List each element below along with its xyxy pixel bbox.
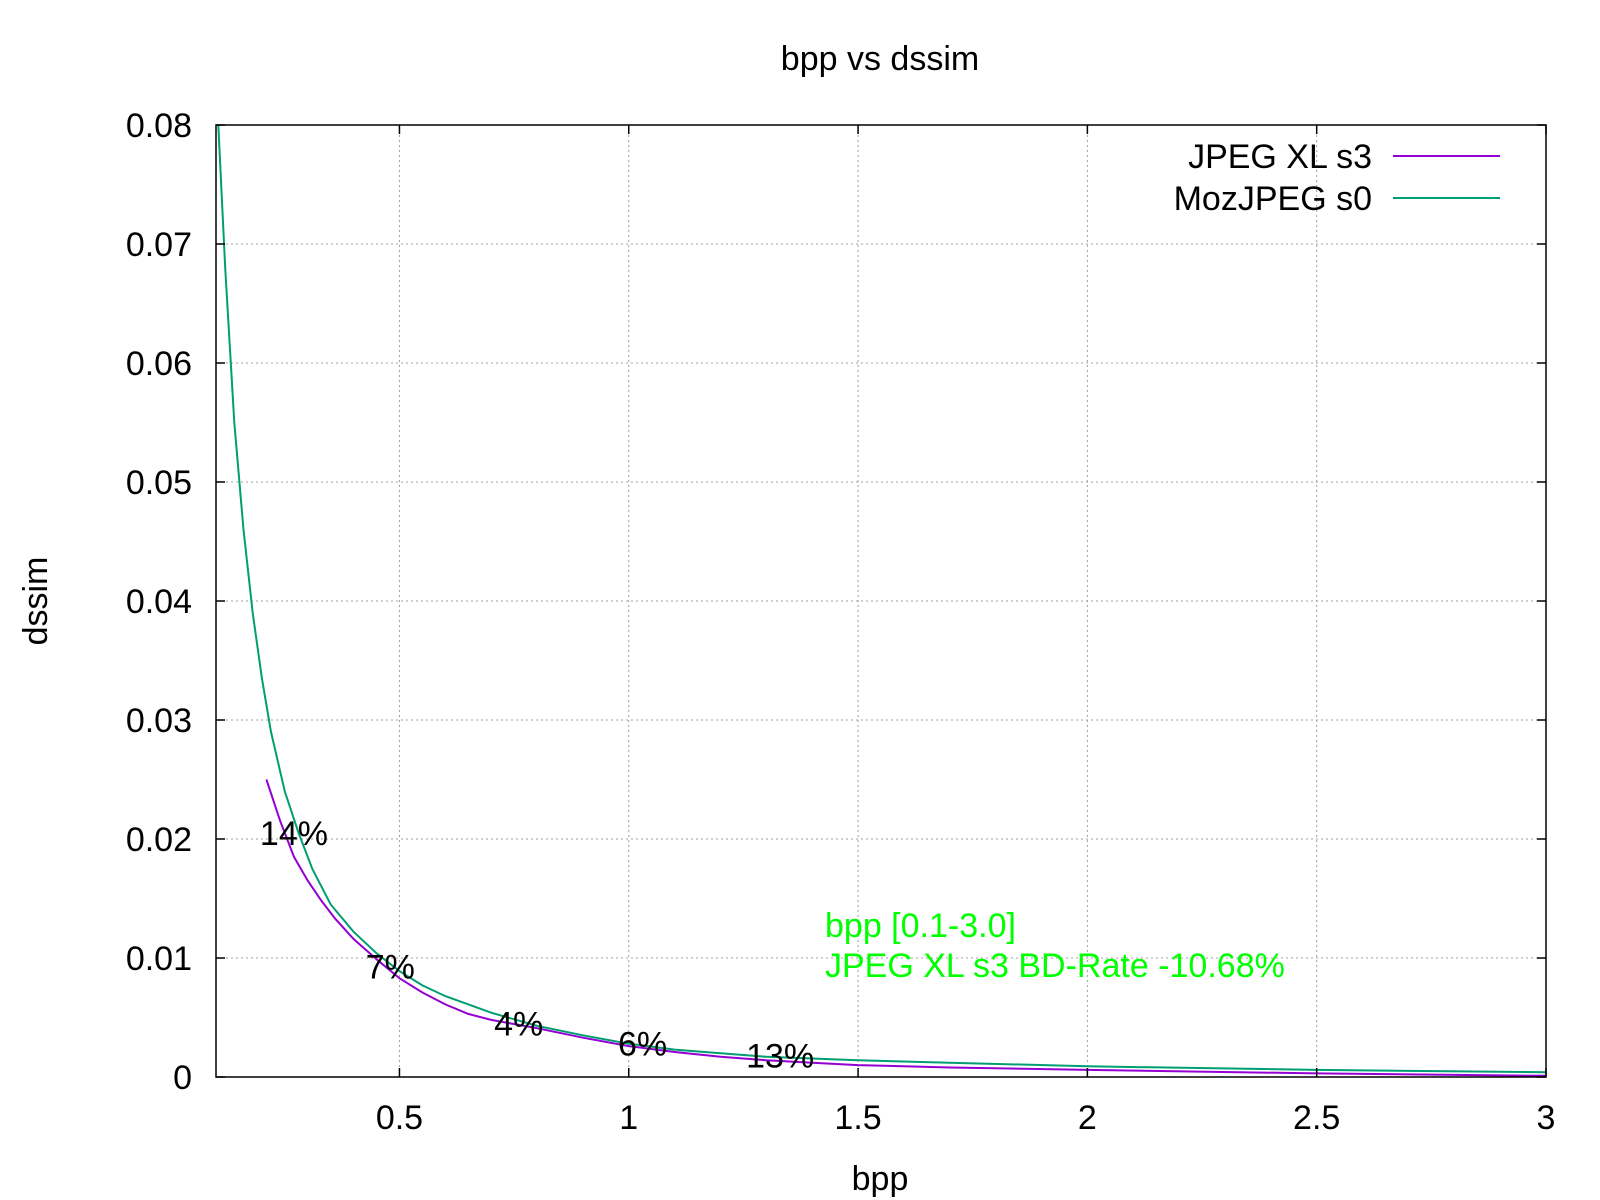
legend: JPEG XL s3 MozJPEG s0 <box>1174 138 1500 218</box>
x-tick-label: 1.5 <box>834 1099 881 1137</box>
bd-rate-note: bpp [0.1-3.0]JPEG XL s3 BD-Rate -10.68% <box>825 907 1285 985</box>
chart-title: bpp vs dssim <box>781 40 979 78</box>
grid <box>216 125 1546 1077</box>
series-line-2 <box>217 124 1547 1074</box>
percent-annotation: 7% <box>366 948 415 986</box>
y-tick-label: 0.06 <box>126 345 192 383</box>
x-axis-label: bpp <box>852 1160 909 1198</box>
legend-label: JPEG XL s3 <box>1188 138 1372 176</box>
y-tick-label: 0.01 <box>126 940 192 978</box>
x-tick-label: 2.5 <box>1293 1099 1340 1137</box>
percent-annotations: 14% 7% 4% 6% 13% <box>260 815 814 1076</box>
series-line-1 <box>265 779 1547 1077</box>
percent-annotation: 13% <box>746 1038 814 1076</box>
y-tick-label: 0.07 <box>126 226 192 264</box>
y-tick-label: 0.05 <box>126 464 192 502</box>
y-tick-label: 0.04 <box>126 583 192 621</box>
y-tick-label: 0.02 <box>126 821 192 859</box>
x-tick-label: 1 <box>619 1099 638 1137</box>
percent-annotation: 14% <box>260 815 328 853</box>
legend-label: MozJPEG s0 <box>1174 180 1372 218</box>
note-line: JPEG XL s3 BD-Rate -10.68% <box>825 947 1285 985</box>
note-line: bpp [0.1-3.0] <box>825 907 1016 945</box>
y-axis-label: dssim <box>17 557 55 646</box>
percent-annotation: 4% <box>494 1005 543 1043</box>
series-layer <box>217 124 1547 1077</box>
ticks: 0 0.01 0.02 0.03 0.04 0.05 0.06 0.07 0.08 0.5 1 1.5… <box>126 107 1556 1137</box>
x-tick-label: 2 <box>1078 1099 1097 1137</box>
y-tick-label: 0 <box>173 1059 192 1097</box>
y-tick-label: 0.03 <box>126 702 192 740</box>
x-tick-label: 0.5 <box>376 1099 423 1137</box>
x-tick-label: 3 <box>1537 1099 1556 1137</box>
y-tick-label: 0.08 <box>126 107 192 145</box>
percent-annotation: 6% <box>618 1026 667 1064</box>
